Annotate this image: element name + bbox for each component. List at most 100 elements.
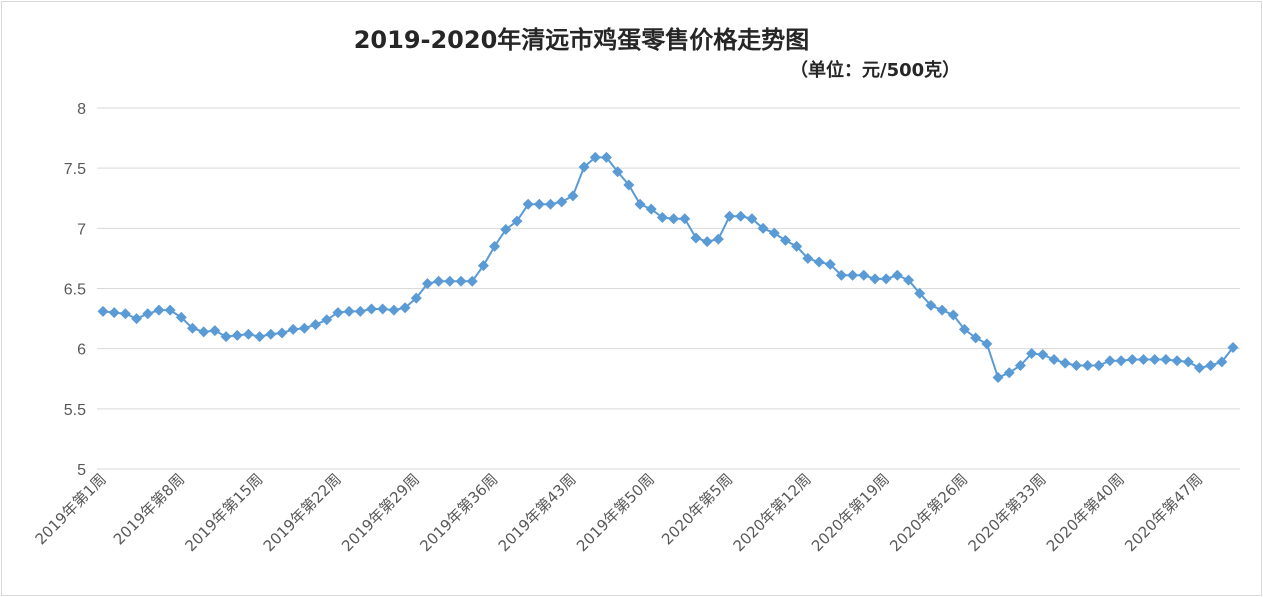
data-point — [533, 198, 545, 210]
data-point — [1205, 360, 1217, 372]
y-tick-label: 5 — [77, 462, 86, 479]
data-point — [668, 213, 680, 225]
data-point — [265, 328, 277, 340]
data-point — [500, 224, 512, 236]
data-point — [858, 269, 870, 281]
x-tick-label: 2019年第1周 — [32, 470, 110, 548]
data-point — [779, 234, 791, 246]
data-point — [545, 198, 557, 210]
data-point — [1227, 341, 1239, 353]
data-point — [947, 309, 959, 321]
data-point — [153, 304, 165, 316]
data-point — [1104, 355, 1116, 367]
x-tick-label: 2020年第33周 — [965, 470, 1050, 555]
x-tick-label: 2020年第19周 — [808, 470, 893, 555]
data-point — [589, 151, 601, 163]
x-tick-label: 2019年第43周 — [495, 470, 580, 555]
x-tick-label: 2019年第29周 — [338, 470, 423, 555]
data-point — [108, 307, 120, 319]
data-point — [187, 322, 199, 334]
x-tick-label: 2020年第40周 — [1043, 470, 1128, 555]
data-point — [791, 240, 803, 252]
data-point — [231, 329, 243, 341]
data-point — [768, 227, 780, 239]
data-point — [600, 151, 612, 163]
data-point — [354, 305, 366, 317]
x-tick-label: 2019年第15周 — [181, 470, 266, 555]
data-point — [433, 275, 445, 287]
x-tick-label: 2020年第26周 — [886, 470, 971, 555]
data-point — [332, 307, 344, 319]
chart-subtitle: （单位：元/500克） — [790, 60, 961, 81]
x-tick-label: 2020年第47周 — [1121, 470, 1206, 555]
y-tick-label: 6 — [77, 342, 86, 359]
y-tick-label: 5.5 — [64, 402, 86, 419]
data-point — [903, 274, 915, 286]
data-point — [735, 210, 747, 222]
data-point — [1026, 347, 1038, 359]
data-point — [1059, 357, 1071, 369]
data-point — [466, 275, 478, 287]
y-tick-label: 7.5 — [64, 161, 86, 178]
data-point — [1160, 353, 1172, 365]
y-tick-label: 7 — [77, 221, 86, 238]
data-point — [880, 273, 892, 285]
data-point — [276, 327, 288, 339]
data-point — [712, 233, 724, 245]
data-point — [824, 258, 836, 270]
data-point — [388, 304, 400, 316]
data-point — [242, 328, 254, 340]
data-point — [757, 222, 769, 234]
data-point — [936, 304, 948, 316]
x-tick-label: 2019年第50周 — [573, 470, 658, 555]
data-point — [992, 372, 1004, 384]
data-point — [835, 269, 847, 281]
data-point — [970, 332, 982, 344]
data-point — [656, 212, 668, 224]
data-point — [914, 287, 926, 299]
data-point — [1070, 360, 1082, 372]
data-point — [377, 303, 389, 315]
x-tick-label: 2019年第8周 — [110, 470, 188, 548]
data-point — [1048, 353, 1060, 365]
y-tick-label: 8 — [77, 101, 86, 118]
data-point — [746, 213, 758, 225]
data-point — [1037, 349, 1049, 361]
x-tick-label: 2019年第36周 — [416, 470, 501, 555]
series-line — [102, 156, 1234, 379]
data-point — [1216, 356, 1228, 368]
data-point — [287, 323, 299, 335]
data-point — [131, 313, 143, 325]
chart-title: 2019-2020年清远市鸡蛋零售价格走势图 — [353, 26, 810, 54]
data-point — [119, 308, 131, 320]
data-point — [142, 308, 154, 320]
data-point — [578, 161, 590, 173]
data-point — [175, 311, 187, 323]
data-point — [869, 273, 881, 285]
data-point — [690, 232, 702, 244]
x-tick-label: 2019年第22周 — [260, 470, 345, 555]
data-point — [489, 240, 501, 252]
data-point — [891, 269, 903, 281]
data-point — [724, 210, 736, 222]
data-point — [410, 292, 422, 304]
data-point — [511, 215, 523, 227]
data-point — [164, 304, 176, 316]
data-point — [1014, 360, 1026, 372]
data-point — [1093, 360, 1105, 372]
data-point — [343, 305, 355, 317]
data-point — [198, 326, 210, 338]
data-point — [220, 331, 232, 343]
data-point — [522, 198, 534, 210]
data-point — [310, 319, 322, 331]
data-point — [1115, 355, 1127, 367]
data-point — [645, 203, 657, 215]
data-point — [623, 179, 635, 191]
data-point — [444, 275, 456, 287]
data-point — [1193, 362, 1205, 374]
data-point — [97, 305, 109, 317]
data-point — [981, 338, 993, 350]
data-point — [455, 275, 467, 287]
data-point — [1137, 353, 1149, 365]
